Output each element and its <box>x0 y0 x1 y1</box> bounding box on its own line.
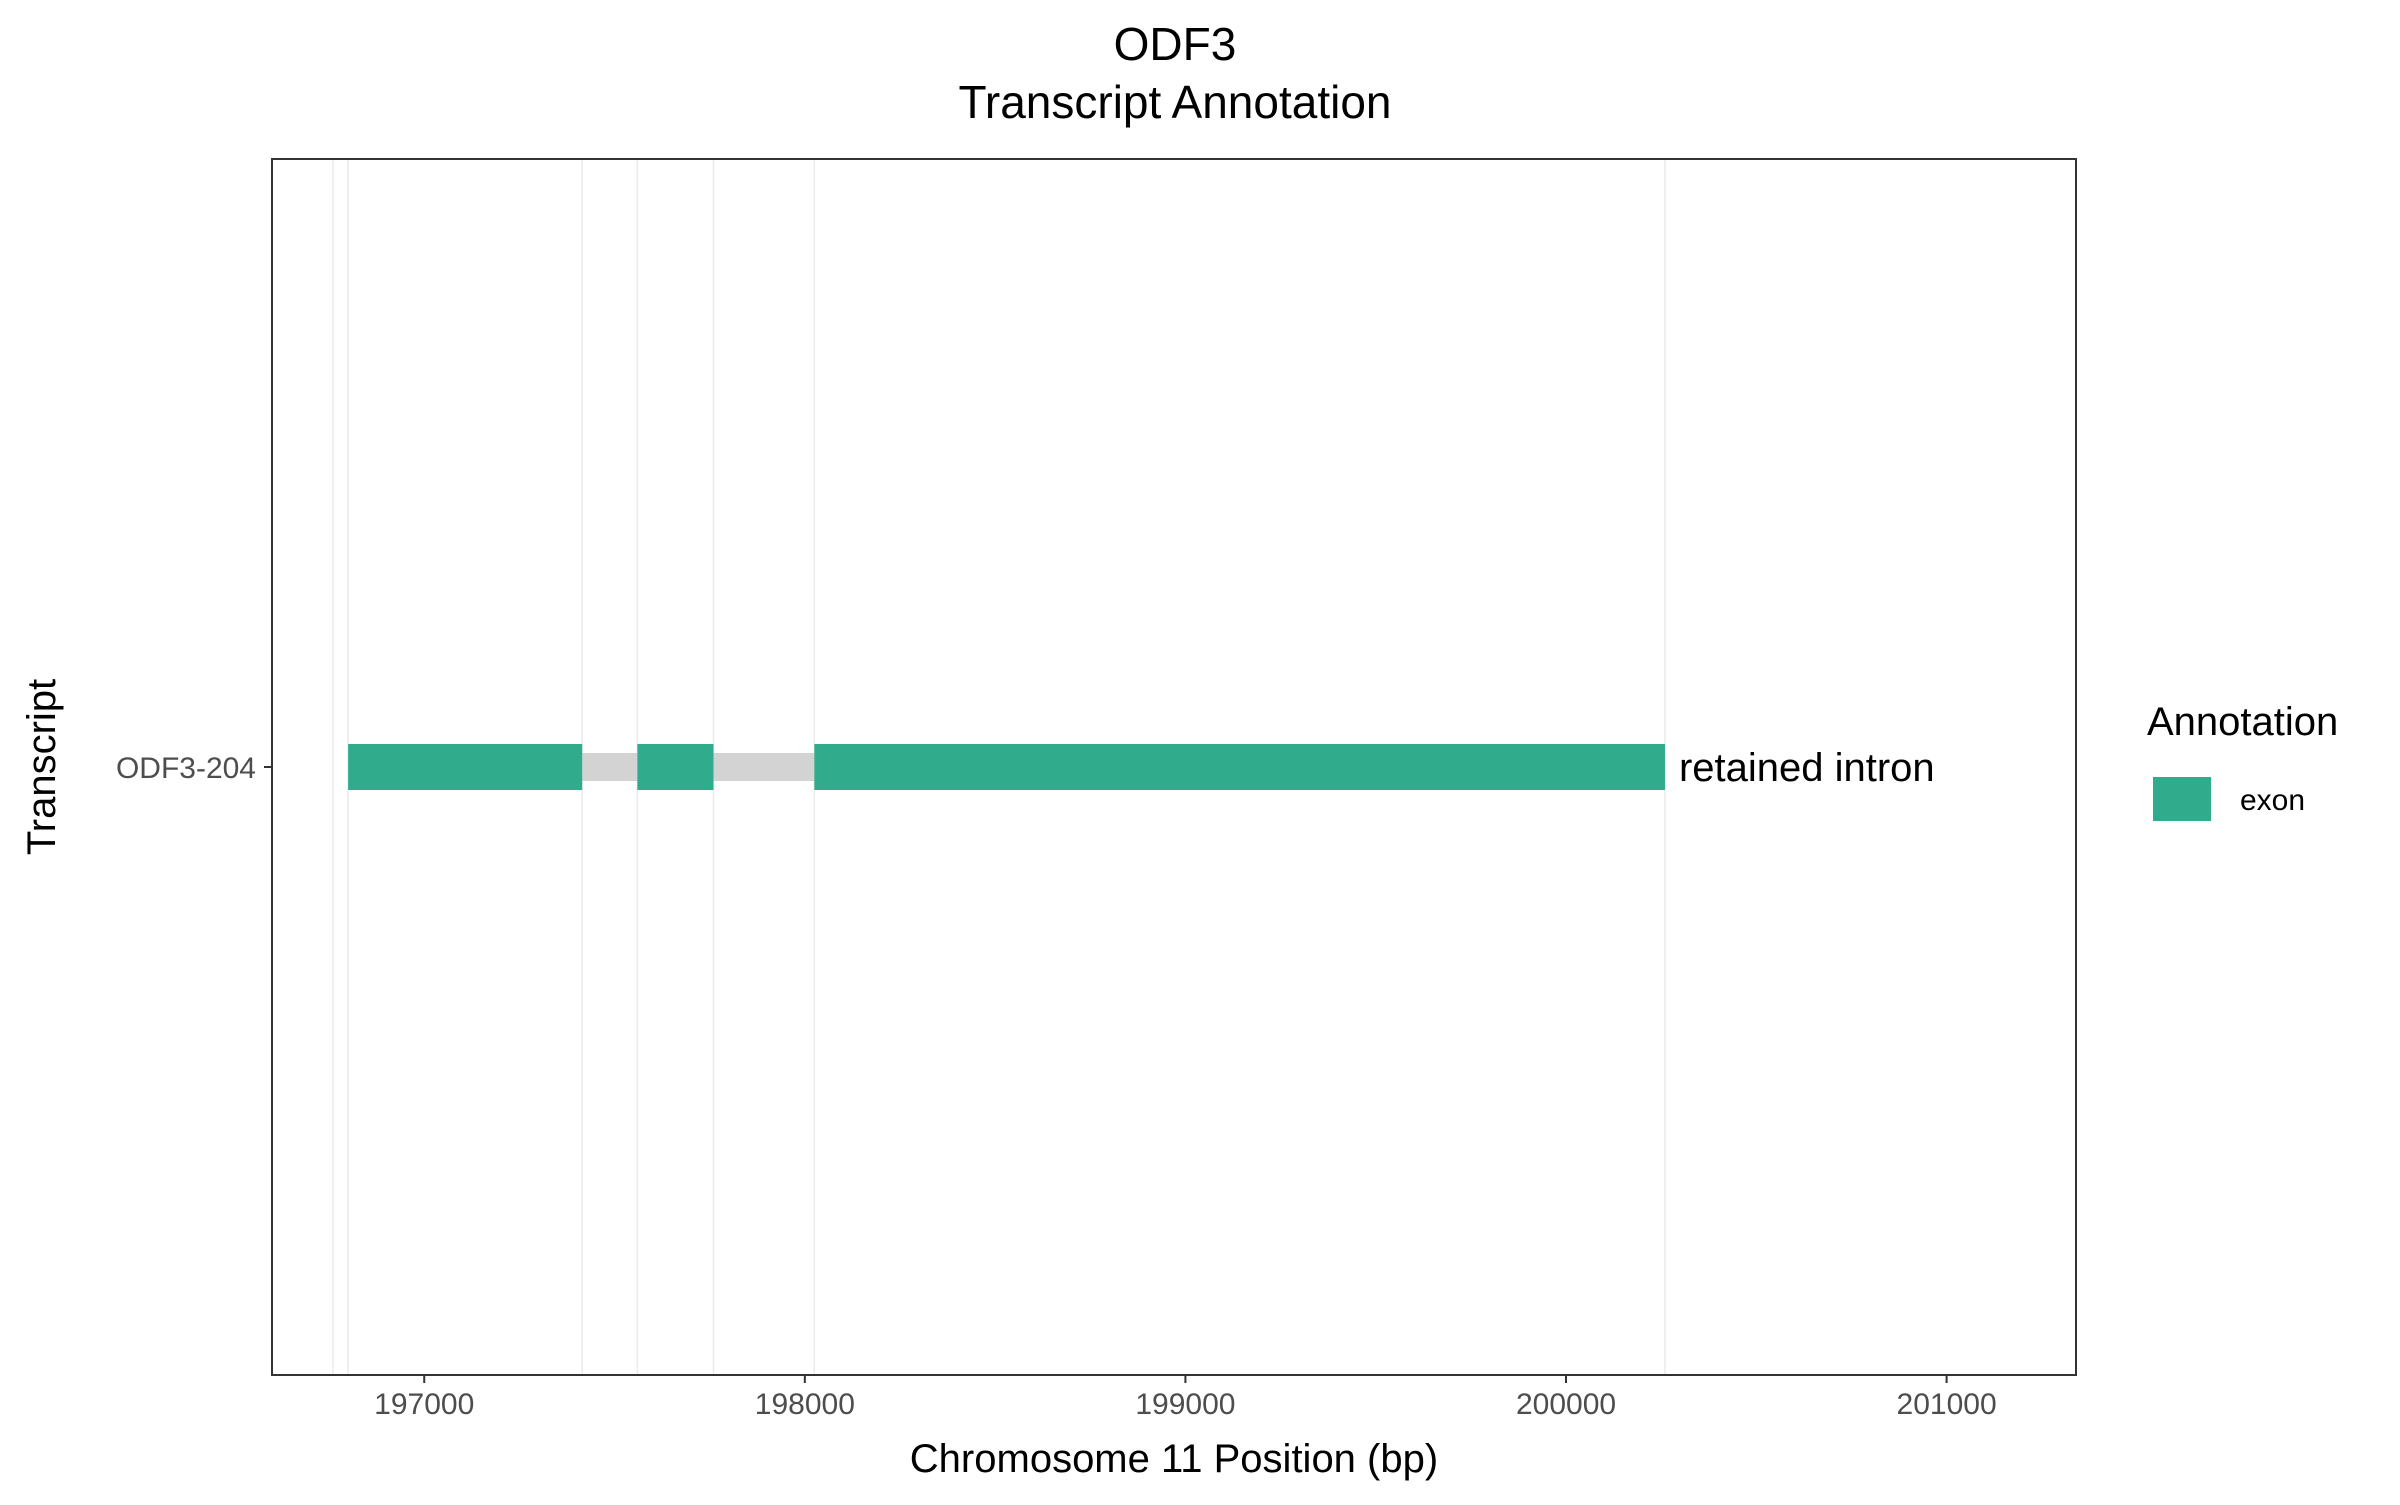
x-tick-label: 197000 <box>374 1388 474 1421</box>
x-tick-label: 199000 <box>1135 1388 1235 1421</box>
intron-segment <box>713 753 815 781</box>
chart-subtitle: Transcript Annotation <box>959 76 1392 128</box>
exon-segment <box>637 744 714 790</box>
exon-segment <box>348 744 583 790</box>
x-tick-label: 201000 <box>1897 1388 1997 1421</box>
intron-segment <box>582 753 638 781</box>
x-tick-label: 198000 <box>755 1388 855 1421</box>
exon-segments <box>348 744 1665 790</box>
transcript-annotation-label: retained intron <box>1679 746 1935 790</box>
x-axis: 197000 198000 199000 200000 201000 <box>374 1375 1997 1421</box>
annotation-labels: retained intron <box>1679 746 1935 790</box>
legend-title: Annotation <box>2147 700 2338 744</box>
x-axis-title: Chromosome 11 Position (bp) <box>910 1437 1438 1481</box>
exon-segment <box>814 744 1665 790</box>
chart-title: ODF3 <box>1114 18 1237 70</box>
intron-segments <box>582 753 815 781</box>
legend: Annotation exon <box>2147 700 2338 821</box>
legend-key-label: exon <box>2240 784 2305 817</box>
y-tick-label: ODF3-204 <box>116 752 256 785</box>
x-tick-label: 200000 <box>1516 1388 1616 1421</box>
y-axis: ODF3-204 <box>116 752 272 785</box>
y-axis-title: Transcript <box>20 679 64 855</box>
legend-key-swatch <box>2153 777 2211 821</box>
